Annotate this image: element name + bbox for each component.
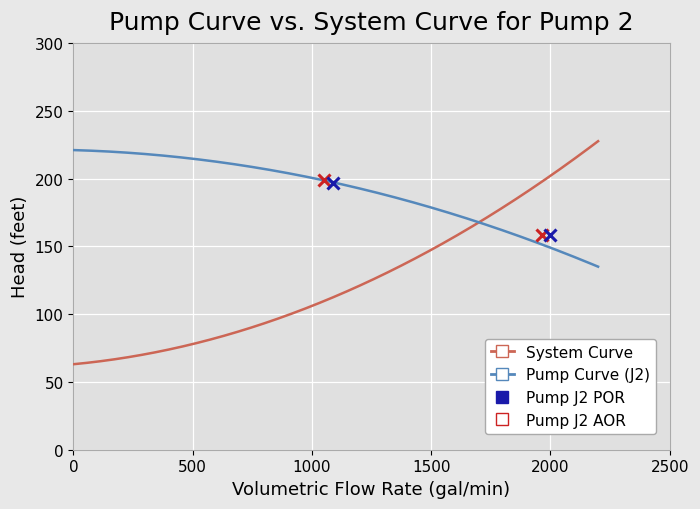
Y-axis label: Head (feet): Head (feet)	[11, 196, 29, 298]
X-axis label: Volumetric Flow Rate (gal/min): Volumetric Flow Rate (gal/min)	[232, 480, 510, 498]
Legend: System Curve, Pump Curve (J2), Pump J2 POR, Pump J2 AOR: System Curve, Pump Curve (J2), Pump J2 P…	[484, 339, 656, 434]
Title: Pump Curve vs. System Curve for Pump 2: Pump Curve vs. System Curve for Pump 2	[109, 11, 634, 35]
